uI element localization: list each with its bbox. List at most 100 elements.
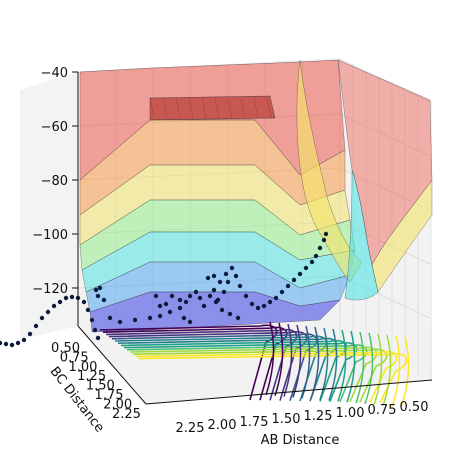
trajectory-point (107, 315, 113, 321)
trajectory-point (235, 315, 241, 321)
z-gridline (339, 59, 431, 103)
contour-line (382, 334, 392, 406)
trajectory-point (163, 301, 169, 307)
z-tick-label: −60 (41, 120, 68, 135)
trajectory-point (221, 289, 227, 295)
trajectory-point (273, 295, 279, 301)
z-tick-label: −80 (41, 174, 68, 189)
surface-ridge-mid (344, 169, 379, 301)
trajectory-point (33, 323, 39, 329)
trajectory-point (193, 289, 199, 295)
trajectory-point (177, 297, 183, 303)
contour-line (328, 328, 338, 401)
x-tick-label: 1.50 (272, 412, 301, 427)
surface-ridge-right-low (371, 179, 433, 293)
contour-line (373, 333, 383, 405)
z-gridline (339, 113, 431, 157)
y-tick-labels: 0.500.751.001.251.501.752.002.25 (51, 341, 141, 422)
x-tick-label: 0.50 (400, 400, 429, 415)
trajectory-point (169, 293, 175, 299)
y-tick-label: 1.00 (68, 360, 97, 375)
trajectory-point (101, 297, 107, 303)
trajectory-point (153, 293, 159, 299)
trajectory-point (95, 335, 101, 341)
trajectory-point (57, 299, 63, 305)
trajectory-point (255, 305, 261, 311)
trajectory-point (303, 265, 309, 271)
trajectory-point (285, 283, 291, 289)
trajectory-point (227, 311, 233, 317)
axis-lines (77, 72, 433, 405)
trajectory-point (21, 337, 27, 343)
trajectory-point (93, 287, 99, 293)
y-tick-label: 1.75 (95, 388, 124, 403)
trajectory-point (0, 340, 3, 346)
trajectory-point (197, 295, 203, 301)
trajectory-point (157, 313, 163, 319)
y-tick-label: 2.25 (112, 407, 141, 422)
z-tick-label: −120 (32, 282, 68, 297)
contour-line (135, 350, 398, 403)
trajectory-point (207, 293, 213, 299)
x-tick-label: 1.25 (304, 409, 333, 424)
trajectory-point (211, 287, 217, 293)
trajectory-point (132, 317, 138, 323)
trajectory-point (45, 309, 51, 315)
trajectory-point (181, 315, 187, 321)
contour-line (391, 335, 401, 407)
contour-line (283, 323, 293, 397)
trajectory-point (51, 303, 57, 309)
contour-line (310, 326, 320, 400)
trajectory-point (313, 253, 319, 259)
y-axis-line (77, 325, 147, 405)
y-tick-label: 0.50 (51, 341, 80, 356)
trajectory-point (81, 299, 87, 305)
contour-line (265, 321, 275, 396)
y-tick-label: 0.75 (60, 350, 89, 365)
contour-line (346, 330, 356, 403)
x-tick-label: 1.75 (240, 415, 269, 430)
contour-line (301, 325, 311, 399)
x-tick-label: 1.00 (336, 406, 365, 421)
trajectory-point (211, 273, 217, 279)
trajectory-point (39, 315, 45, 321)
trajectory-point (317, 245, 323, 251)
trajectory-point (15, 340, 21, 346)
trajectory-point (177, 305, 183, 311)
trajectory-point (267, 299, 273, 305)
trajectory-point (233, 273, 239, 279)
trajectory-point (261, 303, 267, 309)
z-tick-label: −40 (41, 66, 68, 81)
contour-line (355, 331, 365, 404)
trajectory-point (97, 285, 103, 291)
trajectory-point (187, 319, 193, 325)
y-tick-label: 2.00 (103, 397, 132, 412)
trajectory-scatter (0, 231, 329, 348)
trajectory-point (243, 293, 249, 299)
surface-plateau (149, 95, 276, 121)
x-axis-label: AB Distance (261, 433, 340, 448)
trajectory-point (291, 277, 297, 283)
trajectory-point (69, 294, 75, 300)
trajectory-point (167, 309, 173, 315)
trajectory-point (187, 293, 193, 299)
trajectory-point (92, 327, 98, 333)
trajectory-point (225, 279, 231, 285)
trajectory-point (117, 319, 123, 325)
trajectory-point (63, 295, 69, 301)
trajectory-point (279, 289, 285, 295)
contour-line (400, 336, 410, 408)
trajectory-point (323, 231, 329, 237)
contour-line (274, 322, 284, 397)
y-tick-label: 1.25 (77, 369, 106, 384)
x-axis-line (145, 379, 433, 405)
trajectory-point (157, 303, 163, 309)
x-tick-labels: 2.25 2.00 1.75 1.50 1.25 1.00 0.75 0.50 (176, 400, 429, 436)
x-tick-label: 0.75 (368, 403, 397, 418)
trajectory-point (237, 283, 243, 289)
contour-projection (99, 321, 410, 408)
z-tick-label: −100 (32, 228, 68, 243)
trajectory-point (223, 271, 229, 277)
trajectory-point (213, 299, 219, 305)
